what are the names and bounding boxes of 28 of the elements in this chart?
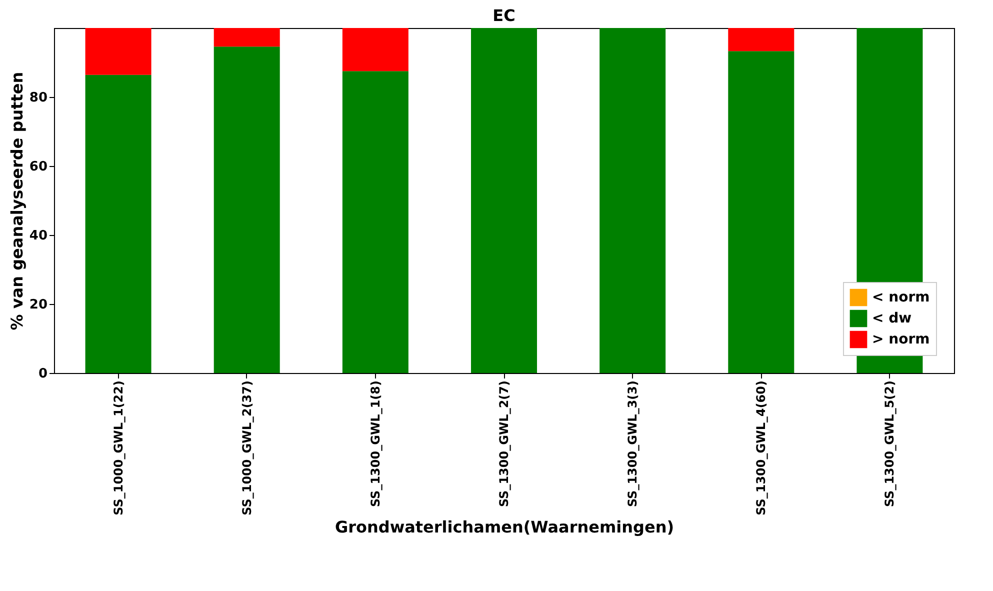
bar <box>600 28 666 373</box>
y-tick-label: 0 <box>38 366 48 382</box>
chart-title: EC <box>492 6 516 25</box>
y-tick-label: 80 <box>29 90 48 106</box>
y-tick-label: 20 <box>29 298 48 312</box>
x-tick-label: SS_1000_GWL_2(37) <box>240 380 254 516</box>
bar <box>728 28 794 52</box>
x-tick-label: SS_1300_GWL_4(60) <box>754 380 768 516</box>
y-tick-label: 60 <box>29 160 48 174</box>
bar <box>342 28 408 72</box>
bar <box>342 71 408 373</box>
x-tick-label: SS_1300_GWL_2(7) <box>497 380 511 508</box>
legend-label: > norm <box>872 332 930 348</box>
y-axis-title: % van geanalyseerde putten <box>7 72 26 330</box>
legend-label: < norm <box>872 290 930 306</box>
x-tick-label: SS_1300_GWL_5(2) <box>882 380 897 508</box>
x-axis-title: Grondwaterlichamen(Waarnemingen) <box>334 517 674 536</box>
x-tick-label: SS_1300_GWL_3(3) <box>626 380 640 508</box>
legend-label: < dw <box>872 310 912 326</box>
bar <box>85 28 152 75</box>
y-tick-label: 40 <box>29 228 48 244</box>
x-tick-label: SS_1000_GWL_1(22) <box>111 380 126 516</box>
bar <box>214 28 280 47</box>
x-tick-label: SS_1300_GWL_1(8) <box>368 380 382 508</box>
bar <box>85 74 152 373</box>
bar <box>728 51 794 373</box>
bar <box>471 28 537 373</box>
bar <box>214 46 280 373</box>
